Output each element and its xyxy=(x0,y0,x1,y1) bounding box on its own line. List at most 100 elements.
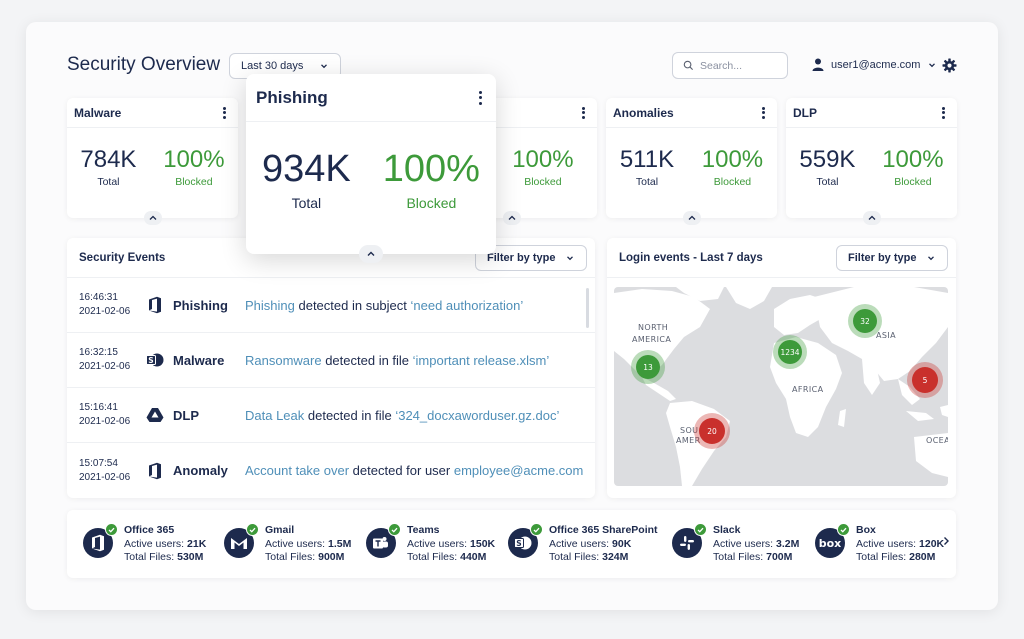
chevron-down-icon xyxy=(929,62,936,67)
check-icon xyxy=(246,523,259,536)
more-icon[interactable] xyxy=(756,105,770,121)
app-teams[interactable]: Teams Active users: 150K Total Files: 440M xyxy=(366,523,496,565)
map-label: OCEA xyxy=(926,436,948,445)
chevron-right-icon[interactable] xyxy=(942,536,950,546)
app-name: Box xyxy=(856,524,876,536)
event-timestamp: 15:16:41 2021-02-06 xyxy=(79,402,131,427)
box-icon: box xyxy=(815,523,850,558)
event-type: DLP xyxy=(173,407,199,423)
security-events-panel: Security Events Filter by type 16:46:31 2… xyxy=(67,238,595,498)
app-files: Total Files: 440M xyxy=(407,551,487,563)
map-cluster[interactable]: 13 xyxy=(631,350,665,384)
event-target[interactable]: ‘324_docxaworduser.gz.doc’ xyxy=(395,407,560,423)
map-label: ASIA xyxy=(876,331,896,340)
app-users: Active users: 90K xyxy=(549,537,632,550)
check-icon xyxy=(388,523,401,536)
stat-card-phishing-expanded: Phishing 934K Total 100% Blocked xyxy=(246,74,496,263)
filter-select[interactable]: Filter by type xyxy=(836,244,948,271)
map-label: NORTH xyxy=(638,323,668,332)
app-name: Office 365 SharePoint xyxy=(549,524,658,536)
more-icon[interactable] xyxy=(576,105,590,121)
event-timestamp: 15:07:54 2021-02-06 xyxy=(79,457,131,483)
event-target[interactable]: ‘important release.xlsm’ xyxy=(412,352,550,368)
map-cluster[interactable]: 20 xyxy=(694,413,730,449)
more-icon[interactable] xyxy=(936,105,950,121)
map-cluster[interactable]: 5 xyxy=(907,362,943,398)
event-link[interactable]: Phishing xyxy=(245,297,295,313)
expand-button[interactable] xyxy=(502,211,521,225)
app-sharepoint[interactable]: S Office 365 SharePoint Active users: 90K… xyxy=(508,523,658,565)
total-value: 934K xyxy=(262,148,351,190)
scrollbar[interactable] xyxy=(586,288,589,328)
blocked-label: Blocked xyxy=(175,176,213,188)
blocked-label: Blocked xyxy=(406,195,457,211)
svg-text:5: 5 xyxy=(923,376,928,385)
event-row[interactable]: 15:16:41 2021-02-06 DLP Data Leak detecte… xyxy=(67,388,595,443)
event-timestamp: 16:32:15 2021-02-06 xyxy=(79,347,131,372)
gear-icon[interactable] xyxy=(942,58,957,73)
app-files: Total Files: 900M xyxy=(265,551,345,563)
app-users: Active users: 150K xyxy=(407,537,496,550)
event-row[interactable]: 16:46:31 2021-02-06 Phishing Phishing det… xyxy=(67,278,595,333)
blocked-label: Blocked xyxy=(713,176,752,188)
stat-card-dlp: DLP 559K Total 100% Blocked xyxy=(786,98,957,225)
card-title: DLP xyxy=(793,105,817,120)
slack-icon xyxy=(672,523,707,558)
event-target[interactable]: ‘need authorization’ xyxy=(410,297,524,313)
drive-icon xyxy=(145,405,165,425)
map-label: AMERICA xyxy=(632,335,671,344)
page-title: Security Overview xyxy=(67,54,221,75)
panel-title: Login events - Last 7 days xyxy=(619,251,763,264)
map-cluster[interactable]: 1234 xyxy=(773,335,807,369)
map-label: AMER xyxy=(676,436,701,445)
event-target[interactable]: employee@acme.com xyxy=(453,463,584,478)
app-gmail[interactable]: Gmail Active users: 1.5M Total Files: 900M xyxy=(224,523,351,565)
total-label: Total xyxy=(291,195,322,211)
sharepoint-icon: S xyxy=(145,350,165,370)
expand-button[interactable] xyxy=(682,211,701,225)
blocked-value: 100% xyxy=(701,146,764,173)
map-cluster[interactable]: 32 xyxy=(848,304,882,338)
event-type: Anomaly xyxy=(173,463,228,478)
app-users: Active users: 3.2M xyxy=(713,537,800,550)
svg-text:box: box xyxy=(819,537,841,549)
user-menu[interactable]: user1@acme.com xyxy=(812,58,937,71)
event-link[interactable]: Account take over xyxy=(245,463,350,478)
app-slack[interactable]: Slack Active users: 3.2M Total Files: 700M xyxy=(672,523,800,565)
office-icon xyxy=(145,295,165,315)
total-value: 511K xyxy=(619,146,675,173)
more-icon[interactable] xyxy=(217,105,231,121)
date-range-label: Last 30 days xyxy=(241,60,304,72)
search-input[interactable] xyxy=(700,59,780,72)
expand-button[interactable] xyxy=(143,211,162,225)
map-label: SOU xyxy=(680,426,698,435)
map-label: AFRICA xyxy=(792,385,824,394)
app-office365[interactable]: Office 365 Active users: 21K Total Files: … xyxy=(83,523,207,565)
blocked-label: Blocked xyxy=(524,176,562,188)
collapse-button[interactable] xyxy=(359,245,383,263)
login-events-panel: Login events - Last 7 days Filter by typ… xyxy=(607,238,956,498)
check-icon xyxy=(837,523,850,536)
svg-text:S: S xyxy=(148,356,153,365)
more-icon[interactable] xyxy=(473,89,487,107)
filter-label: Filter by type xyxy=(848,251,917,264)
search-box[interactable] xyxy=(672,52,788,79)
event-link[interactable]: Data Leak xyxy=(245,407,305,423)
app-box[interactable]: box Box Active users: 120K Total Files: 28… xyxy=(815,523,945,565)
office365-icon xyxy=(83,523,118,558)
panel-title: Security Events xyxy=(79,251,166,264)
sharepoint-icon: S xyxy=(508,523,543,558)
app-name: Slack xyxy=(713,524,741,536)
event-row[interactable]: 15:07:54 2021-02-06 Anomaly Account take … xyxy=(67,443,595,498)
chevron-up-icon xyxy=(508,215,515,220)
event-type: Malware xyxy=(173,352,225,368)
app-users: Active users: 120K xyxy=(856,537,945,550)
card-title: Anomalies xyxy=(613,105,674,120)
app-users: Active users: 21K xyxy=(124,537,207,550)
event-row[interactable]: 16:32:15 2021-02-06 S Malware Ransomware … xyxy=(67,333,595,388)
expand-button[interactable] xyxy=(862,211,881,225)
app-files: Total Files: 324M xyxy=(549,551,629,563)
event-link[interactable]: Ransomware xyxy=(245,352,322,368)
blocked-label: Blocked xyxy=(894,176,932,188)
world-map[interactable]: NORTH AMERICA AFRICA ASIA SOU AMER OCEA … xyxy=(614,287,948,486)
